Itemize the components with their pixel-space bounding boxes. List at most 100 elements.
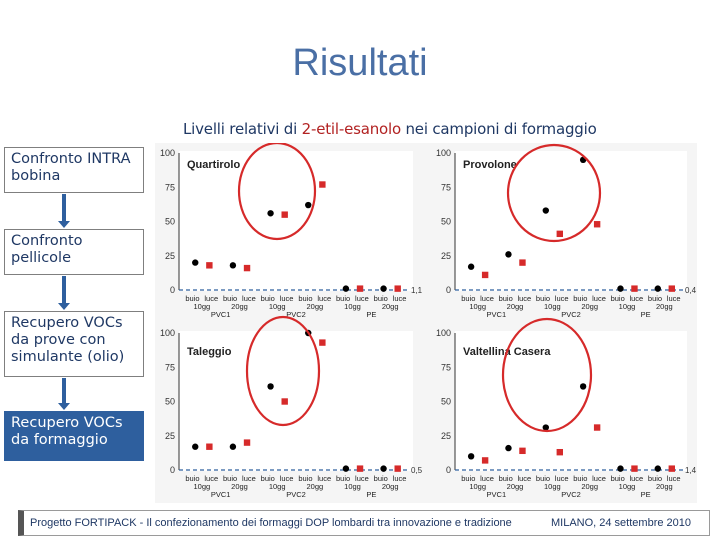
data-point-light [243,439,251,446]
x-group-label: 10gg [544,302,561,311]
data-point-dark [342,285,350,292]
x-film-label: PE [366,490,376,499]
y-tick-label: 75 [165,362,175,372]
x-tick-label: buio [223,294,237,303]
flow-arrow [62,194,66,222]
x-tick-label: luce [204,294,218,303]
y-tick-label: 25 [441,431,451,441]
data-point-light [356,285,364,292]
x-tick-label: luce [393,294,407,303]
y-tick-label: 50 [441,217,451,227]
x-tick-label: luce [317,294,331,303]
data-point-light [281,398,288,405]
baseline-value: 0,4 [685,286,697,295]
chart-title: Provolone [463,159,517,171]
data-point-dark [267,210,274,217]
x-tick-label: luce [242,474,256,483]
x-tick-label: buio [298,294,312,303]
highlight-ellipse [237,141,317,241]
y-tick-label: 100 [436,328,451,338]
data-point-dark [342,465,350,472]
x-tick-label: buio [499,474,513,483]
y-tick-label: 0 [446,465,451,475]
x-group-label: 20gg [231,302,248,311]
x-tick-label: luce [592,294,606,303]
x-tick-label: luce [280,474,294,483]
y-tick-label: 0 [446,285,451,295]
data-point-dark [229,443,237,450]
x-tick-label: luce [480,474,494,483]
x-tick-label: buio [185,474,199,483]
x-tick-label: luce [667,294,681,303]
data-point-dark [305,201,312,209]
y-tick-label: 75 [165,182,175,192]
y-tick-label: 75 [441,182,451,192]
x-group-label: 20gg [306,302,323,311]
data-point-light [519,259,526,266]
plot-background [179,331,413,471]
data-point-dark [380,285,387,292]
subtitle-part-2: nei campioni di formaggio [400,120,597,138]
x-group-label: 10gg [193,482,210,491]
sidebar-item-label: Recupero VOCs da formaggio [11,415,123,448]
highlight-ellipse [245,315,321,427]
data-point-light [556,230,563,238]
x-film-label: PVC1 [211,490,231,499]
x-film-label: PVC2 [561,310,581,319]
data-point-light [668,465,675,472]
y-tick-label: 0 [170,285,175,295]
data-point-light [206,443,213,450]
x-tick-label: luce [242,294,256,303]
x-tick-label: buio [573,474,587,483]
arrow-down-icon [58,303,70,310]
sidebar-item-intra-bobina: Confronto INTRA bobina [4,147,144,193]
data-point-dark [505,444,512,452]
x-film-label: PVC2 [561,490,581,499]
data-point-light [243,264,251,272]
data-point-light [481,457,489,464]
data-point-light [668,285,675,292]
x-tick-label: buio [611,474,625,483]
y-tick-label: 25 [441,251,451,261]
x-group-label: 20gg [656,482,673,491]
x-film-label: PVC2 [286,310,306,319]
x-tick-label: luce [517,474,531,483]
x-tick-label: luce [393,474,407,483]
x-tick-label: luce [480,294,494,303]
data-point-dark [267,383,274,390]
x-group-label: 10gg [619,302,636,311]
x-tick-label: buio [261,294,275,303]
x-group-label: 20gg [581,482,598,491]
data-point-light [631,465,638,472]
subtitle-part-1: Livelli relativi di [183,120,302,138]
x-tick-label: buio [461,294,475,303]
y-tick-label: 0 [170,465,175,475]
data-point-dark [617,285,624,292]
x-group-label: 10gg [544,482,561,491]
y-tick-label: 75 [441,362,451,372]
sidebar-item-simulante: Recupero VOCs da prove con simulante (ol… [4,311,144,377]
x-group-label: 20gg [306,482,323,491]
x-group-label: 10gg [193,302,210,311]
plot-background [455,151,687,291]
x-tick-label: buio [499,294,513,303]
x-tick-label: buio [223,474,237,483]
x-tick-label: buio [536,294,550,303]
x-group-label: 20gg [507,302,524,311]
x-tick-label: buio [336,294,350,303]
y-tick-label: 25 [165,251,175,261]
data-point-light [481,271,489,279]
x-group-label: 10gg [269,482,286,491]
plot-background [455,331,687,471]
x-film-label: PE [641,310,651,319]
footer-bar: Progetto FORTIPACK - Il confezionamento … [18,510,710,536]
baseline-value: 0,5 [411,466,423,475]
data-point-dark [467,263,475,270]
y-tick-label: 100 [436,148,451,158]
x-group-label: 10gg [344,302,361,311]
x-tick-label: buio [185,294,199,303]
highlight-ellipse [501,317,593,433]
sidebar-item-label: Confronto pellicole [11,233,83,266]
